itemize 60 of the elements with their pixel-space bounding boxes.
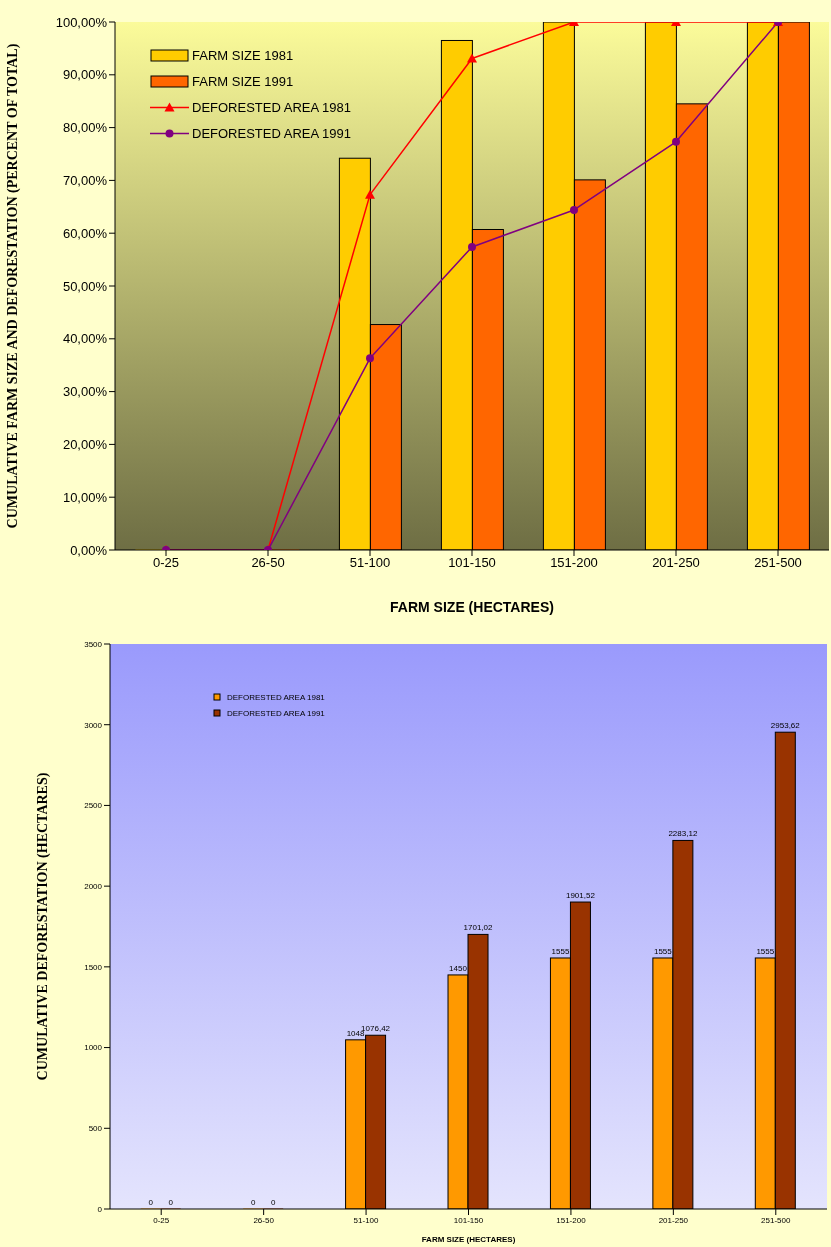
data-label: 0 <box>250 1198 256 1207</box>
data-label: 0 <box>148 1198 154 1207</box>
point <box>570 205 578 214</box>
y-tick-label: 60,00% <box>62 225 108 241</box>
data-label: 2283,12 <box>668 829 698 839</box>
data-label: 1450 <box>449 963 468 973</box>
y-tick-label: 0,00% <box>70 542 108 558</box>
y-tick-label: 20,00% <box>62 437 108 453</box>
y-axis-title: CUMULATIVE FARM SIZE AND DEFORESTATION (PERCENT OF TOTAL) <box>4 43 21 529</box>
data-label: 1555 <box>551 946 570 956</box>
x-axis-title: FARM SIZE (HECTARES) <box>390 599 554 615</box>
x-tick-label: 26-50 <box>251 555 285 571</box>
x-tick-label: 151-200 <box>556 1215 587 1225</box>
x-tick-label: 101-150 <box>453 1215 484 1225</box>
x-tick-label: 0-25 <box>153 1215 170 1225</box>
y-tick-label: 40,00% <box>62 331 108 347</box>
y-tick-label: 1500 <box>84 962 103 972</box>
x-tick-label: 0-25 <box>152 555 180 571</box>
data-label: 0 <box>270 1198 276 1207</box>
y-tick-label: 90,00% <box>62 67 108 83</box>
x-axis-title: FARM SIZE (HECTARES) <box>421 1235 516 1244</box>
y-tick-label: 1000 <box>84 1043 103 1053</box>
y-tick-label: 70,00% <box>62 173 108 189</box>
y-tick-label: 3000 <box>84 720 103 730</box>
y-tick-label: 50,00% <box>62 278 108 294</box>
y-tick-label: 10,00% <box>62 489 108 505</box>
legend-label: DEFORESTED AREA 1991 <box>227 708 325 718</box>
legend-label: FARM SIZE 1981 <box>192 47 294 63</box>
y-tick-label: 100,00% <box>55 14 108 30</box>
data-label: 1901,52 <box>565 891 596 901</box>
y-tick-label: 0 <box>97 1204 103 1214</box>
y-tick-label: 2500 <box>84 801 103 811</box>
point <box>365 189 375 199</box>
data-label: 2953,62 <box>770 721 801 731</box>
point <box>468 242 476 251</box>
y-tick-label: 500 <box>88 1124 103 1134</box>
x-tick-label: 101-150 <box>448 555 496 571</box>
point <box>366 354 374 363</box>
x-tick-label: 201-250 <box>658 1215 689 1225</box>
x-tick-label: 26-50 <box>253 1215 275 1225</box>
x-tick-label: 51-100 <box>349 555 391 571</box>
y-tick-label: 2000 <box>84 881 103 891</box>
legend-label: FARM SIZE 1991 <box>192 73 294 89</box>
data-label: 1701,02 <box>463 923 494 933</box>
legend-label: DEFORESTED AREA 1991 <box>192 125 351 141</box>
y-tick-label: 30,00% <box>62 384 108 400</box>
y-tick-label: 80,00% <box>62 120 108 136</box>
data-label: 0 <box>168 1198 174 1207</box>
x-tick-label: 251-500 <box>761 1215 792 1225</box>
x-tick-label: 51-100 <box>353 1215 380 1225</box>
x-tick-label: 251-500 <box>754 555 802 571</box>
point <box>672 137 680 146</box>
x-tick-label: 151-200 <box>550 555 598 571</box>
y-axis-title: CUMULATIVE DEFORESTATION (HECTARES) <box>34 772 51 1081</box>
data-label: 1555 <box>756 946 775 956</box>
legend-label: DEFORESTED AREA 1981 <box>227 692 325 702</box>
legend-label: DEFORESTED AREA 1981 <box>192 99 351 115</box>
x-tick-label: 201-250 <box>652 555 700 571</box>
data-label: 1555 <box>653 946 673 956</box>
y-tick-label: 3500 <box>84 639 103 649</box>
